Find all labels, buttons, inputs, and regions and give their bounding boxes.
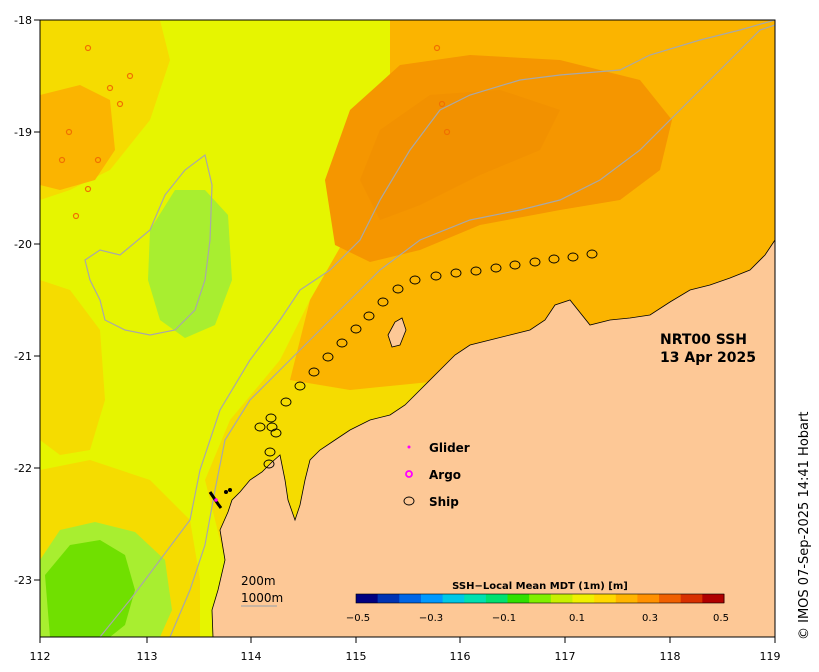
colorbar-tick: 0.1 <box>569 613 585 624</box>
ship-legend-icon <box>403 496 415 506</box>
contour-200m <box>169 24 775 637</box>
argo-legend-label: Argo <box>429 468 461 482</box>
colorbar-swatch <box>550 594 573 603</box>
land-island <box>387 317 407 348</box>
x-tick-label: 112 <box>30 650 51 663</box>
glider-legend-label: Glider <box>429 441 470 455</box>
colorbar-swatch <box>442 594 465 603</box>
colorbar-swatch <box>615 594 638 603</box>
ssh-field-green-sw-core <box>45 540 135 637</box>
argo-legend-icon <box>405 470 413 478</box>
colorbar-tick: −0.3 <box>419 613 443 624</box>
platform-legend: Glider Argo Ship <box>403 441 470 509</box>
glider-legend-icon <box>407 445 411 449</box>
contour-legend-1000m: 1000m <box>241 591 283 605</box>
x-tick-label: 115 <box>346 650 367 663</box>
y-tick-label: -20 <box>14 238 32 251</box>
colorbar-swatch <box>594 594 617 603</box>
x-axis: 112 113 114 115 116 117 118 119 <box>30 637 781 663</box>
argo-markers <box>58 44 451 220</box>
contour-legend: 200m 1000m <box>241 574 283 607</box>
product-name: NRT00 SSH <box>660 332 747 348</box>
colorbar-swatch <box>637 594 660 603</box>
glider-track <box>208 488 232 509</box>
ship-legend-label: Ship <box>429 495 459 509</box>
colorbar-swatches <box>356 594 725 603</box>
contour-legend-200m: 200m <box>241 574 276 588</box>
y-tick-label: -18 <box>14 14 32 27</box>
ship-track <box>254 249 598 469</box>
colorbar-tick: −0.1 <box>492 613 516 624</box>
colorbar: SSH−Local Mean MDT (1m) [m] −0.5 −0.3 −0… <box>346 581 729 624</box>
colorbar-tick: 0.5 <box>713 613 729 624</box>
credit-text: © IMOS 07-Sep-2025 14:41 Hobart <box>797 412 812 640</box>
land-mass <box>211 239 775 637</box>
y-tick-label: -19 <box>14 126 32 139</box>
contour-island <box>84 153 213 336</box>
y-tick-label: -22 <box>14 462 32 475</box>
colorbar-swatch <box>659 594 682 603</box>
colorbar-tick: 0.3 <box>642 613 658 624</box>
x-tick-label: 119 <box>760 650 781 663</box>
x-tick-label: 116 <box>450 650 471 663</box>
colorbar-swatch <box>420 594 444 603</box>
ssh-field-orange-core <box>360 90 560 220</box>
x-tick-label: 113 <box>137 650 158 663</box>
colorbar-swatch <box>680 594 703 603</box>
colorbar-swatch <box>702 594 725 603</box>
ssh-field-yellow-w <box>40 280 105 455</box>
y-axis: -18 -19 -20 -21 -22 -23 <box>14 14 40 587</box>
contour-1000m <box>99 20 775 637</box>
ssh-field-orange-light-nw <box>40 85 115 190</box>
product-date: 13 Apr 2025 <box>660 350 756 366</box>
colorbar-swatch <box>377 594 400 603</box>
colorbar-swatch <box>356 594 379 603</box>
x-tick-label: 118 <box>660 650 681 663</box>
plot-frame <box>39 19 776 638</box>
colorbar-swatch <box>464 594 487 603</box>
colorbar-swatch <box>399 594 422 603</box>
y-tick-label: -23 <box>14 574 32 587</box>
x-tick-label: 114 <box>241 650 262 663</box>
y-tick-label: -21 <box>14 350 32 363</box>
colorbar-tick: −0.5 <box>346 613 370 624</box>
x-tick-label: 117 <box>555 650 576 663</box>
colorbar-title: SSH−Local Mean MDT (1m) [m] <box>452 581 628 592</box>
colorbar-swatch <box>507 594 530 603</box>
map-plot-area <box>40 20 775 637</box>
colorbar-swatch <box>529 594 552 603</box>
colorbar-swatch <box>572 594 595 603</box>
colorbar-swatch <box>485 594 509 603</box>
